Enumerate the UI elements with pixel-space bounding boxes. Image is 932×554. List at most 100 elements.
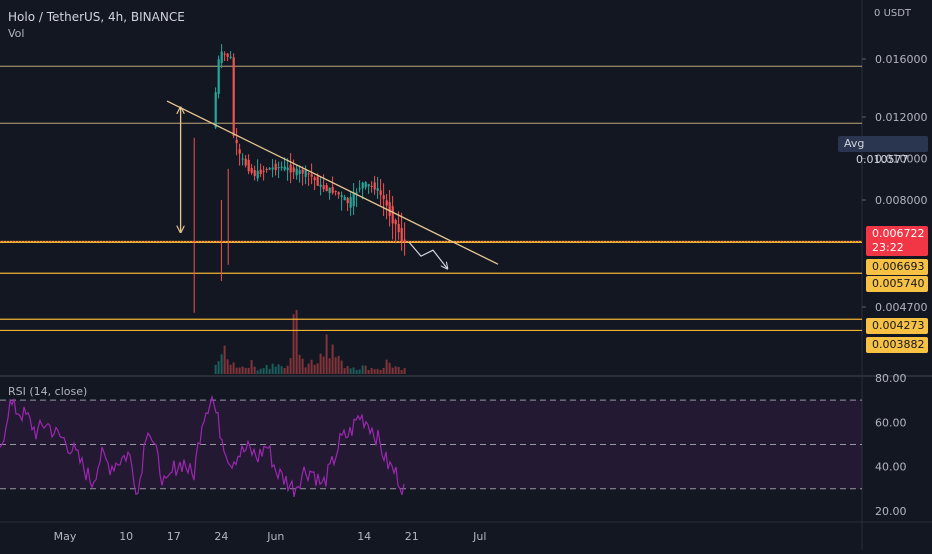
time-tick-label: 14 <box>357 530 371 543</box>
volume-bar <box>295 310 298 374</box>
time-tick-label: May <box>54 530 77 543</box>
candle-body <box>322 185 325 190</box>
time-tick-label: Jun <box>266 530 284 543</box>
candle-body <box>331 186 334 193</box>
time-tick-label: 10 <box>119 530 133 543</box>
candle-body <box>397 223 400 233</box>
volume-bar <box>370 368 373 374</box>
drawings <box>166 100 499 268</box>
volume-bar <box>394 366 397 374</box>
candle-body <box>400 228 403 242</box>
volume-bar <box>340 360 343 374</box>
candle-body <box>217 59 220 94</box>
price-tick-label: 0.016000 <box>875 53 928 66</box>
price-tick-label: 0.010000 <box>875 153 928 166</box>
candle-body <box>229 56 232 58</box>
candle-body <box>226 53 229 57</box>
volume-bar <box>334 357 337 374</box>
candle-body <box>289 164 292 173</box>
time-tick-label: 24 <box>214 530 228 543</box>
candle-body <box>214 92 217 128</box>
volume-bar <box>244 367 247 374</box>
candle-body <box>373 182 376 190</box>
volume-bar <box>403 368 406 374</box>
candle-body <box>382 195 385 200</box>
candle-body <box>379 190 382 195</box>
candle-body <box>346 197 349 204</box>
volume-bar <box>274 366 277 374</box>
candle-body <box>277 167 280 169</box>
volume-bar <box>220 354 223 374</box>
volume-bar <box>376 368 379 374</box>
current-price-tag: 0.006722 23:22 <box>866 226 928 256</box>
volume-bar <box>328 358 331 374</box>
chart-title[interactable]: Holo / TetherUS, 4h, BINANCE <box>8 10 185 24</box>
volume-bar <box>253 366 256 374</box>
candle-body <box>403 239 406 242</box>
candle-body <box>388 202 391 216</box>
volume-bar <box>247 367 250 374</box>
volume-label[interactable]: Vol <box>8 27 25 40</box>
candle-body <box>256 170 259 179</box>
current-price: 0.006722 <box>872 227 925 240</box>
volume-bar <box>343 368 346 374</box>
candle-body <box>385 200 388 206</box>
horizontal-levels <box>0 65 862 332</box>
volume-bar <box>361 365 364 374</box>
volume-bar <box>358 369 361 374</box>
level-tag: 0.004273 <box>866 318 928 334</box>
volume-bar <box>400 370 403 374</box>
volume-bar <box>289 358 292 374</box>
candle-body <box>367 184 370 187</box>
candle-body <box>247 159 250 172</box>
rsi-tick-label: 60.00 <box>875 416 907 429</box>
volume-bar <box>229 364 232 374</box>
candle-body <box>340 195 343 197</box>
volume-bar <box>349 368 352 374</box>
rsi-band <box>0 399 862 490</box>
volume-bar <box>214 364 217 374</box>
rsi-title[interactable]: RSI (14, close) <box>8 385 88 398</box>
level-tag: 0.003882 <box>866 337 928 353</box>
candle-body <box>349 197 352 208</box>
volume-bar <box>313 364 316 374</box>
candle-body <box>241 158 244 160</box>
volume-bar <box>352 367 355 374</box>
candle-body <box>313 177 316 181</box>
candle-body <box>364 182 367 188</box>
volume-bar <box>331 344 334 374</box>
volume-bar <box>355 370 358 374</box>
volume-bar <box>256 370 259 374</box>
candle-body <box>319 184 322 187</box>
candle-body <box>298 170 301 174</box>
candle-body <box>370 185 373 187</box>
volume-bar <box>391 367 394 374</box>
avg-value: 0.010577 <box>856 153 909 166</box>
currency-label: 0 USDT <box>874 8 911 19</box>
volume-bar <box>322 356 325 374</box>
candle-body <box>376 188 379 191</box>
volume-bar <box>232 362 235 374</box>
price-tick-label: 0.012000 <box>875 111 928 124</box>
projection-arrow <box>408 241 447 268</box>
candle-body <box>316 176 319 186</box>
volume-bar <box>346 366 349 374</box>
volume-bar <box>265 365 268 374</box>
time-tick-label: 17 <box>167 530 181 543</box>
volume-bar <box>286 365 289 374</box>
candle-body <box>301 169 304 174</box>
top-tick: 0 <box>874 8 881 19</box>
volume-bar <box>223 345 226 374</box>
candle-body <box>238 149 241 154</box>
rsi-tick-label: 20.00 <box>875 505 907 518</box>
candle-body <box>391 206 394 224</box>
currency-value: USDT <box>883 8 912 19</box>
time-tick-label: 21 <box>405 530 419 543</box>
volume-bar <box>259 368 262 374</box>
avg-price-tag: Avg 0.010577 <box>838 136 928 166</box>
volume-bar <box>316 363 319 374</box>
candle-body <box>220 51 223 64</box>
